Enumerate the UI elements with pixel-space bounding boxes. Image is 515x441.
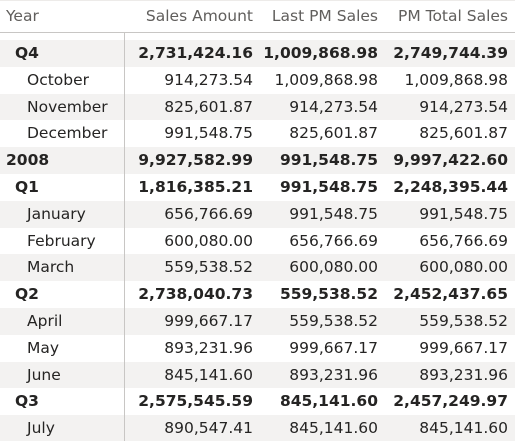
cell-last-pm-sales: 999,667.17 <box>289 338 378 357</box>
cell-pm-total-sales: 600,080.00 <box>419 258 508 277</box>
row-label: November <box>27 97 108 116</box>
cell-sales-amount: 2,738,040.73 <box>138 285 253 304</box>
column-header-sales-amount[interactable]: Sales Amount <box>145 7 253 25</box>
cell-sales-amount: 999,667.17 <box>164 312 253 330</box>
cell-pm-total-sales: 559,538.52 <box>419 312 508 330</box>
column-header-last-pm-sales[interactable]: Last PM Sales <box>271 7 378 25</box>
table-row[interactable]: 2008 9,927,582.99 991,548.75 9,997,422.60 <box>0 147 515 174</box>
table-row[interactable]: Q3 2,575,545.59 845,141.60 2,457,249.97 <box>0 388 515 415</box>
column-header-year[interactable]: Year <box>6 7 39 25</box>
table-row[interactable]: February 600,080.00 656,766.69 656,766.69 <box>0 228 515 255</box>
cell-sales-amount: 2,731,424.16 <box>138 44 253 62</box>
table-row[interactable]: April 999,667.17 559,538.52 559,538.52 <box>0 308 515 335</box>
row-label: Q2 <box>15 285 39 304</box>
cell-last-pm-sales: 845,141.60 <box>279 392 378 411</box>
cell-sales-amount: 1,816,385.21 <box>138 178 253 196</box>
cell-last-pm-sales: 825,601.87 <box>289 124 378 143</box>
table-row[interactable]: October 914,273.54 1,009,868.98 1,009,868.9… <box>0 67 515 94</box>
table-row[interactable]: November 825,601.87 914,273.54 914,273.54 <box>0 93 515 121</box>
cell-sales-amount: 914,273.54 <box>164 70 253 89</box>
cell-pm-total-sales: 893,231.96 <box>419 365 508 384</box>
cell-last-pm-sales: 600,080.00 <box>289 258 378 277</box>
row-label: Q3 <box>15 392 39 411</box>
cell-last-pm-sales: 1,009,868.98 <box>274 70 378 89</box>
row-label: May <box>27 338 60 357</box>
row-label: April <box>27 312 63 330</box>
cell-pm-total-sales: 999,667.17 <box>419 338 508 357</box>
table-row[interactable]: March 559,538.52 600,080.00 600,080.00 <box>0 254 515 282</box>
row-label: Q4 <box>15 44 39 62</box>
table-row[interactable]: June 845,141.60 893,231.96 893,231.96 <box>0 361 515 389</box>
cell-sales-amount: 656,766.69 <box>164 204 253 223</box>
row-label: July <box>27 419 55 438</box>
cell-pm-total-sales: 9,997,422.60 <box>393 151 508 170</box>
cell-sales-amount: 890,547.41 <box>164 419 253 438</box>
cell-pm-total-sales: 845,141.60 <box>419 419 508 438</box>
row-label: Q1 <box>15 178 39 196</box>
row-label: October <box>27 70 90 89</box>
column-header-pm-total-sales[interactable]: PM Total Sales <box>397 7 508 25</box>
table-row[interactable]: July 890,547.41 845,141.60 845,141.60 <box>0 415 515 441</box>
cell-sales-amount: 825,601.87 <box>164 97 253 116</box>
cell-pm-total-sales: 656,766.69 <box>419 231 508 250</box>
cell-last-pm-sales: 845,141.60 <box>289 419 378 438</box>
row-label: February <box>27 231 96 250</box>
cell-pm-total-sales: 914,273.54 <box>419 97 508 116</box>
row-label: January <box>27 204 86 223</box>
top-border <box>0 0 515 1</box>
table-row[interactable]: December 991,548.75 825,601.87 825,601.87 <box>0 120 515 147</box>
row-label: December <box>27 124 108 143</box>
cell-last-pm-sales: 1,009,868.98 <box>263 44 378 62</box>
cell-last-pm-sales: 991,548.75 <box>289 204 378 223</box>
cell-sales-amount: 2,575,545.59 <box>138 392 253 411</box>
cell-sales-amount: 600,080.00 <box>164 231 253 250</box>
row-label: 2008 <box>6 151 50 170</box>
row-label: March <box>27 258 75 277</box>
table-row[interactable]: May 893,231.96 999,667.17 999,667.17 <box>0 335 515 362</box>
table-row[interactable]: Q1 1,816,385.21 991,548.75 2,248,395.44 <box>0 174 515 201</box>
cell-sales-amount: 991,548.75 <box>164 124 253 143</box>
cell-sales-amount: 893,231.96 <box>164 338 253 357</box>
cell-last-pm-sales: 991,548.75 <box>279 178 378 196</box>
row-header-divider <box>124 33 125 441</box>
cell-pm-total-sales: 991,548.75 <box>419 204 508 223</box>
cell-sales-amount: 559,538.52 <box>164 258 253 277</box>
cell-pm-total-sales: 2,452,437.65 <box>393 285 508 304</box>
cell-last-pm-sales: 914,273.54 <box>289 97 378 116</box>
table-row[interactable]: Q2 2,738,040.73 559,538.52 2,452,437.65 <box>0 281 515 308</box>
cell-last-pm-sales: 893,231.96 <box>289 365 378 384</box>
table-row[interactable]: January 656,766.69 991,548.75 991,548.75 <box>0 200 515 228</box>
cell-pm-total-sales: 2,749,744.39 <box>393 44 508 62</box>
cell-pm-total-sales: 825,601.87 <box>419 124 508 143</box>
cell-sales-amount: 845,141.60 <box>164 365 253 384</box>
row-label: June <box>27 365 61 384</box>
column-header-row: Year Sales Amount Last PM Sales PM Total… <box>0 0 515 33</box>
cell-pm-total-sales: 2,457,249.97 <box>393 392 508 411</box>
cell-sales-amount: 9,927,582.99 <box>138 151 253 170</box>
cell-pm-total-sales: 1,009,868.98 <box>404 70 508 89</box>
cell-last-pm-sales: 559,538.52 <box>289 312 378 330</box>
cell-last-pm-sales: 559,538.52 <box>279 285 378 304</box>
cell-last-pm-sales: 656,766.69 <box>289 231 378 250</box>
cell-pm-total-sales: 2,248,395.44 <box>393 178 508 196</box>
table-row[interactable]: Q4 2,731,424.16 1,009,868.98 2,749,744.39 <box>0 40 515 67</box>
cell-last-pm-sales: 991,548.75 <box>279 151 378 170</box>
